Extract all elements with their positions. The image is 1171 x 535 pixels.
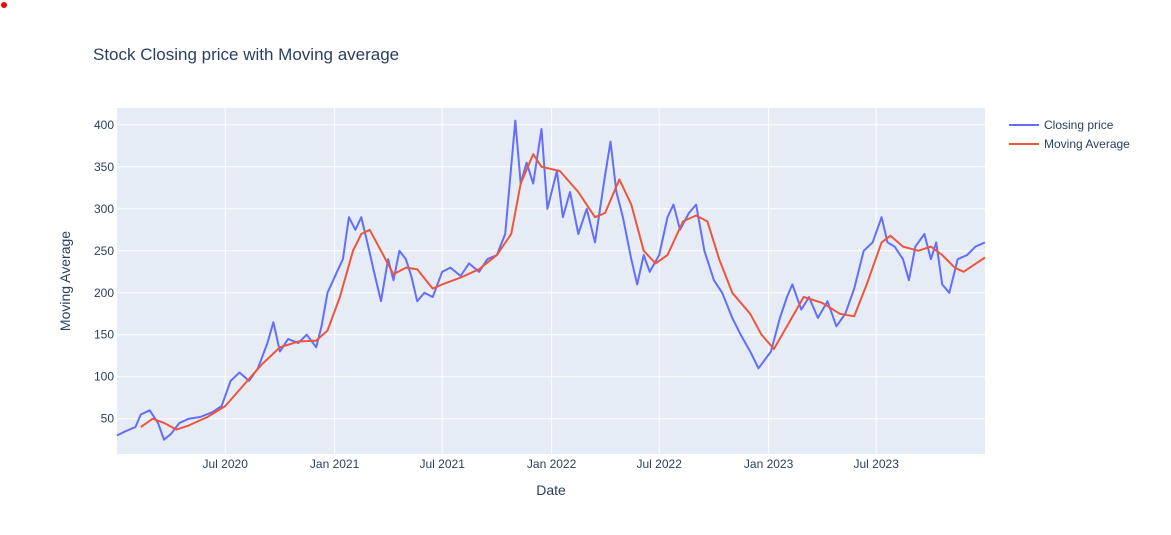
red-dot-marker xyxy=(1,2,7,8)
legend-item[interactable]: Closing price xyxy=(1009,118,1114,132)
y-tick-label: 250 xyxy=(94,244,114,258)
y-tick-label: 300 xyxy=(94,202,114,216)
y-tick-label: 100 xyxy=(94,370,114,384)
chart-title: Stock Closing price with Moving average xyxy=(93,45,399,64)
gridlines xyxy=(117,108,985,454)
x-tick-label: Jan 2022 xyxy=(527,457,577,471)
y-axis-ticks: 50 100 150 200 250 300 350 400 xyxy=(94,118,114,426)
series-line-closing-price xyxy=(116,119,986,441)
series-line-moving-average xyxy=(140,153,986,431)
x-axis-title: Date xyxy=(536,482,566,498)
y-tick-label: 350 xyxy=(94,160,114,174)
y-tick-label: 400 xyxy=(94,118,114,132)
y-tick-label: 50 xyxy=(101,412,115,426)
legend-label: Closing price xyxy=(1044,118,1114,132)
series-lines xyxy=(116,119,986,441)
legend[interactable]: Closing price Moving Average xyxy=(1009,118,1130,151)
legend-item[interactable]: Moving Average xyxy=(1009,137,1130,151)
x-tick-label: Jan 2023 xyxy=(744,457,794,471)
x-tick-label: Jul 2021 xyxy=(420,457,466,471)
y-axis-title: Moving Average xyxy=(57,231,73,331)
x-tick-label: Jan 2021 xyxy=(310,457,360,471)
plot-area xyxy=(117,108,985,454)
y-tick-label: 150 xyxy=(94,328,114,342)
x-axis-ticks: Jul 2020 Jan 2021 Jul 2021 Jan 2022 Jul 2022… xyxy=(203,457,900,471)
x-tick-label: Jul 2023 xyxy=(854,457,900,471)
y-tick-label: 200 xyxy=(94,286,114,300)
x-tick-label: Jul 2022 xyxy=(637,457,683,471)
legend-label: Moving Average xyxy=(1044,137,1130,151)
x-tick-label: Jul 2020 xyxy=(203,457,249,471)
